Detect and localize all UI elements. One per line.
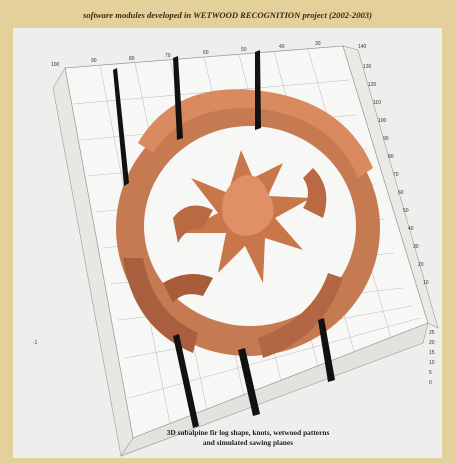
depth-tick: 25: [429, 330, 435, 336]
box-right-face: [342, 45, 439, 329]
depth-tick: 15: [429, 350, 435, 356]
right-tick: 130: [363, 64, 372, 70]
depth-tick: 5: [429, 370, 432, 376]
3d-plot: -1 100 90 80 70 60 50 40 30 140 130 120 …: [13, 28, 442, 458]
top-tick: 60: [203, 50, 209, 56]
figure-caption: 3D subalpine fir log shape, knots, wetwo…: [98, 428, 398, 448]
right-tick: 10: [423, 280, 429, 286]
top-tick: 90: [91, 58, 97, 64]
knot-core: [163, 150, 327, 303]
right-axis-ticks: 140 130 120 110 100 90 80 70 60 50 40 30…: [358, 44, 429, 286]
caption-line-1: 3D subalpine fir log shape, knots, wetwo…: [166, 428, 330, 437]
caption-line-2: and simulated sawing planes: [202, 438, 294, 447]
left-marker: -1: [33, 340, 38, 346]
figure-title: software modules developed in WETWOOD RE…: [83, 10, 372, 20]
top-tick: 50: [241, 47, 247, 53]
sawing-plane-6: [318, 318, 335, 382]
sawing-planes: [113, 50, 335, 428]
right-tick: 110: [373, 100, 381, 106]
sawing-plane-5: [238, 348, 260, 416]
top-tick: 70: [165, 53, 171, 59]
right-tick: 120: [368, 82, 377, 88]
top-tick: 80: [129, 56, 135, 62]
top-tick: 30: [315, 41, 321, 47]
right-tick: 30: [413, 244, 419, 250]
sawing-plane-1: [113, 68, 129, 186]
depth-tick: 10: [429, 360, 435, 366]
right-tick: 140: [358, 44, 367, 50]
sawing-plane-2: [173, 56, 183, 140]
right-tick: 80: [388, 154, 394, 160]
right-tick: 40: [408, 226, 414, 232]
sawing-plane-3: [255, 50, 261, 130]
right-tick: 90: [383, 136, 389, 142]
3d-scene: -1 100 90 80 70 60 50 40 30 140 130 120 …: [33, 41, 439, 457]
right-tick: 100: [378, 118, 387, 124]
top-axis-ticks: 100 90 80 70 60 50 40 30: [51, 41, 321, 68]
top-tick: 100: [51, 62, 60, 68]
right-tick: 70: [393, 172, 399, 178]
right-tick: 20: [418, 262, 424, 268]
depth-tick: 0: [429, 380, 432, 386]
depth-tick: 20: [429, 340, 435, 346]
sawing-plane-4: [173, 334, 199, 428]
depth-axis-ticks: 25 20 15 10 5 0: [429, 330, 435, 386]
top-tick: 40: [279, 44, 285, 50]
right-tick: 50: [403, 208, 409, 214]
right-tick: 60: [398, 190, 404, 196]
